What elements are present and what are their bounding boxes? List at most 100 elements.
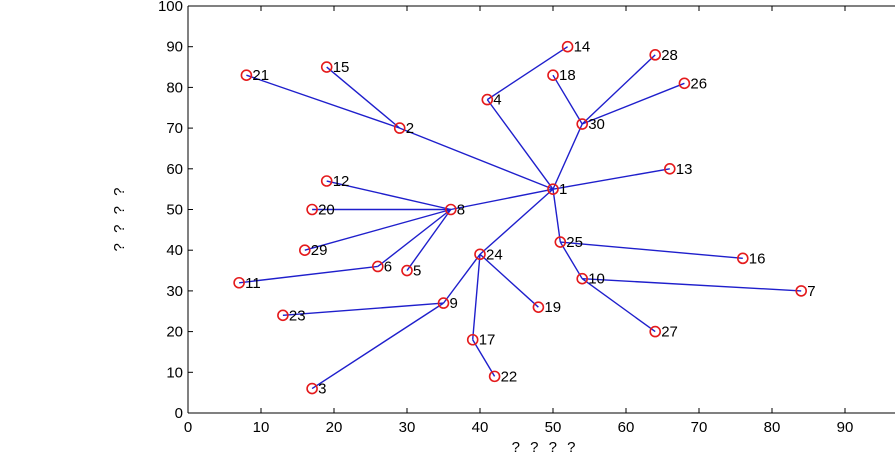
node-label-1: 1 — [559, 181, 567, 198]
node-label-25: 25 — [566, 234, 583, 251]
edge-8-6 — [377, 208, 452, 268]
labels-layer: 1234567891011121314151617181920212223242… — [245, 39, 815, 398]
plot-area — [188, 6, 895, 413]
y-tick-label-70: 70 — [166, 120, 183, 137]
x-tick-label-80: 80 — [764, 419, 781, 436]
node-label-9: 9 — [450, 295, 458, 312]
edge-9-23 — [282, 302, 444, 317]
node-marker-14 — [561, 40, 574, 53]
node-label-19: 19 — [544, 299, 561, 316]
node-marker-2 — [393, 122, 406, 134]
edge-2-21 — [246, 74, 400, 129]
node-marker-10 — [576, 272, 589, 285]
node-label-26: 26 — [690, 75, 707, 92]
y-tick-label-30: 30 — [166, 283, 183, 300]
node-label-7: 7 — [807, 283, 815, 300]
node-marker-11 — [233, 276, 245, 289]
node-label-15: 15 — [333, 59, 350, 76]
node-marker-22 — [488, 370, 501, 383]
x-tick-label-10: 10 — [253, 419, 270, 436]
node-marker-3 — [306, 382, 318, 395]
y-tick-label-10: 10 — [166, 364, 183, 381]
node-label-8: 8 — [457, 202, 465, 219]
node-label-23: 23 — [289, 307, 306, 324]
y-tick-label-20: 20 — [166, 324, 183, 341]
edge-1-13 — [552, 168, 670, 190]
edge-1-8 — [450, 188, 554, 211]
node-label-12: 12 — [333, 173, 350, 190]
x-axis-title: ? ? ? ? — [512, 439, 579, 456]
node-marker-19 — [532, 301, 545, 313]
edge-1-30 — [552, 123, 583, 190]
edge-1-24 — [479, 188, 554, 255]
x-tick-label-20: 20 — [326, 419, 343, 436]
x-tick-label-70: 70 — [691, 419, 708, 436]
node-marker-25 — [554, 236, 567, 248]
node-marker-6 — [371, 260, 384, 273]
axes-layer: 0 10 20 30 40 50 60 70 80 90 0 10 20 30 40 50 60 70 80 90 10… — [158, 0, 895, 436]
edge-6-11 — [239, 265, 378, 284]
node-marker-5 — [401, 264, 413, 277]
node-marker-30 — [576, 118, 589, 130]
edge-25-10 — [559, 241, 583, 280]
node-label-10: 10 — [588, 271, 605, 288]
node-marker-15 — [320, 61, 333, 73]
y-tick-label-40: 40 — [166, 242, 183, 259]
edge-8-29 — [304, 208, 451, 251]
node-label-5: 5 — [413, 263, 421, 280]
nodes-layer — [233, 40, 808, 395]
node-label-2: 2 — [406, 120, 414, 137]
edge-8-5 — [406, 209, 452, 271]
node-marker-7 — [795, 285, 808, 297]
node-marker-20 — [306, 203, 318, 216]
edge-10-7 — [582, 277, 802, 292]
edge-10-27 — [581, 278, 656, 333]
node-label-24: 24 — [486, 246, 503, 263]
edge-8-12 — [326, 180, 451, 211]
x-tick-label-50: 50 — [545, 419, 562, 436]
node-marker-24 — [474, 248, 486, 261]
edge-25-16 — [560, 241, 743, 260]
edge-24-17 — [472, 254, 481, 340]
edge-17-22 — [472, 339, 496, 377]
y-axis-title: ? ? ? ? — [111, 185, 128, 252]
node-marker-4 — [481, 93, 494, 106]
node-marker-18 — [547, 69, 559, 81]
node-marker-12 — [320, 175, 333, 187]
node-marker-26 — [678, 77, 691, 90]
edge-30-28 — [581, 54, 656, 125]
edge-24-9 — [442, 253, 481, 304]
node-marker-29 — [298, 244, 311, 256]
node-label-22: 22 — [501, 368, 518, 385]
node-label-28: 28 — [661, 47, 678, 64]
edge-4-14 — [486, 46, 568, 101]
node-marker-17 — [466, 333, 479, 346]
edge-30-18 — [552, 74, 583, 125]
node-marker-8 — [444, 203, 457, 216]
x-tick-label-40: 40 — [472, 419, 489, 436]
edge-1-25 — [552, 189, 561, 243]
y-tick-label-80: 80 — [166, 79, 183, 96]
edge-24-19 — [479, 253, 539, 308]
node-marker-1 — [547, 183, 559, 195]
node-marker-23 — [277, 309, 289, 322]
y-tick-label-60: 60 — [166, 161, 183, 178]
node-label-20: 20 — [318, 202, 335, 219]
node-marker-28 — [649, 49, 662, 61]
node-marker-9 — [437, 297, 450, 309]
node-label-3: 3 — [318, 381, 326, 398]
edge-30-26 — [581, 82, 685, 125]
y-tick-label-90: 90 — [166, 39, 183, 56]
node-label-11: 11 — [245, 275, 261, 292]
edges-layer — [239, 46, 802, 390]
node-label-27: 27 — [661, 324, 678, 341]
x-tick-label-30: 30 — [399, 419, 416, 436]
node-marker-16 — [736, 252, 749, 265]
x-tick-label-60: 60 — [618, 419, 635, 436]
node-label-21: 21 — [252, 67, 269, 84]
edge-2-15 — [326, 66, 401, 129]
x-tick-label-0: 0 — [184, 419, 192, 436]
node-marker-27 — [649, 325, 662, 338]
y-tick-label-50: 50 — [166, 202, 183, 219]
